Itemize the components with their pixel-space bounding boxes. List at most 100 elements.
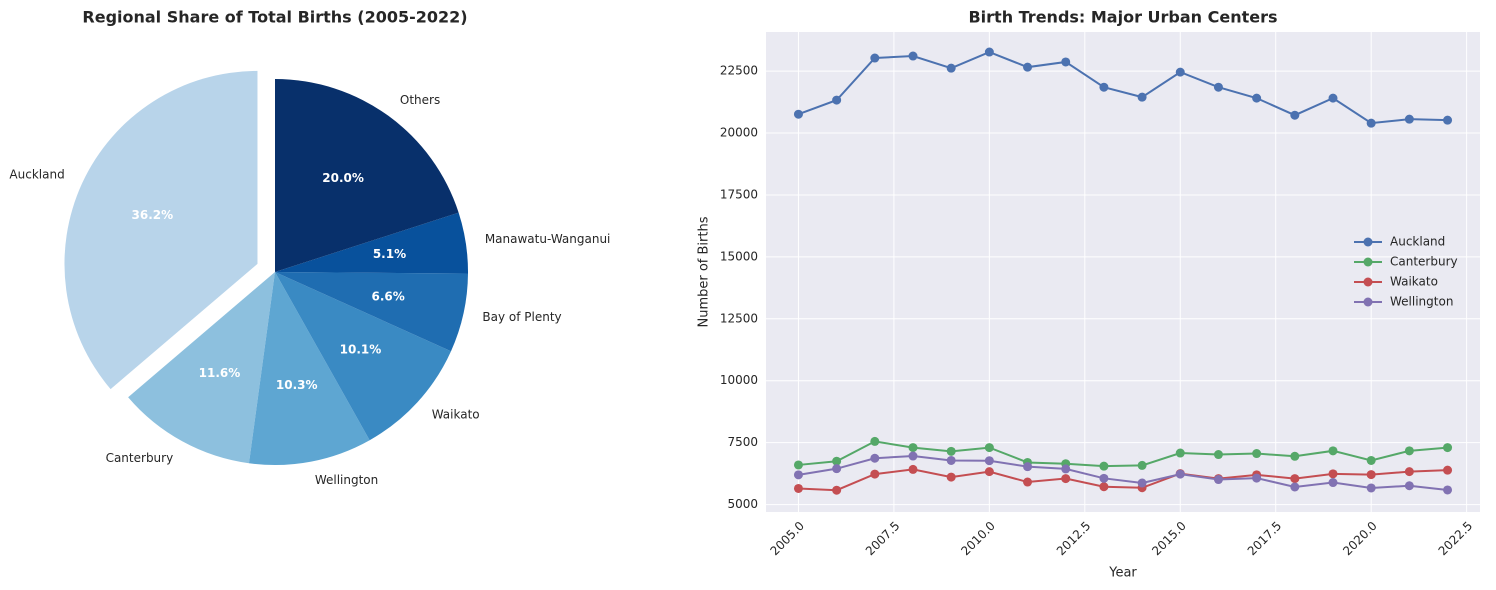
legend-marker [1363, 297, 1373, 307]
y-tick-label: 7500 [727, 435, 758, 449]
pie-slice [275, 272, 468, 352]
data-point [793, 460, 803, 470]
data-point [1061, 57, 1071, 67]
pie-slice [128, 272, 275, 464]
x-tick-label: 2015.0 [1149, 519, 1189, 559]
data-point [1328, 93, 1338, 103]
pie-slice [275, 212, 468, 274]
data-point [946, 455, 956, 465]
data-point [1023, 477, 1033, 487]
data-point [1175, 469, 1185, 479]
data-point [793, 470, 803, 480]
x-tick-label: 2010.0 [958, 519, 998, 559]
data-point [946, 63, 956, 73]
data-point [793, 483, 803, 493]
data-point [1061, 474, 1071, 484]
pie-slice [275, 272, 451, 441]
data-point [1023, 462, 1033, 472]
plot-area [766, 32, 1480, 512]
data-point [870, 53, 880, 63]
data-point [1137, 92, 1147, 102]
slice-label: Bay of Plenty [482, 310, 561, 324]
pie-title: Regional Share of Total Births (2005-202… [82, 8, 467, 27]
data-point [908, 51, 918, 61]
data-point [1366, 455, 1376, 465]
legend-marker [1363, 277, 1373, 287]
pie-slice [275, 79, 459, 272]
y-tick-label: 15000 [720, 249, 758, 263]
data-point [908, 443, 918, 453]
data-point [832, 456, 842, 466]
legend-label: Auckland [1390, 235, 1445, 249]
data-point [1252, 449, 1262, 459]
data-point [1404, 114, 1414, 124]
data-point [1443, 115, 1453, 125]
legend-marker [1363, 237, 1373, 247]
data-point [1175, 67, 1185, 77]
slice-label: Canterbury [106, 451, 174, 465]
data-point [1213, 82, 1223, 92]
pie-slice [248, 272, 370, 465]
slice-label: Wellington [315, 473, 378, 487]
data-point [1404, 467, 1414, 477]
data-point [946, 446, 956, 456]
data-point [1404, 481, 1414, 491]
data-point [1023, 62, 1033, 72]
data-point [1061, 464, 1071, 474]
series-line [798, 468, 1448, 492]
data-point [1252, 93, 1262, 103]
data-point [870, 436, 880, 446]
data-point [832, 485, 842, 495]
x-axis-label: Year [1108, 566, 1137, 581]
x-tick-label: 2007.5 [863, 519, 903, 559]
slice-value-label: 5.1% [373, 247, 406, 261]
data-point [984, 456, 994, 466]
data-point [1404, 446, 1414, 456]
series-line [798, 440, 1448, 468]
slice-label: Auckland [9, 167, 64, 181]
x-tick-label: 2017.5 [1245, 519, 1285, 559]
x-tick-label: 2020.0 [1340, 519, 1380, 559]
data-point [1099, 461, 1109, 471]
data-point [870, 469, 880, 479]
data-point [908, 451, 918, 461]
data-point [908, 464, 918, 474]
data-point [1443, 485, 1453, 495]
data-point [870, 453, 880, 463]
slice-value-label: 36.2% [132, 208, 174, 222]
data-point [984, 467, 994, 477]
data-point [1213, 450, 1223, 460]
data-point [946, 472, 956, 482]
series-line [798, 455, 1448, 491]
data-point [1366, 483, 1376, 493]
data-point [832, 95, 842, 105]
y-tick-label: 20000 [720, 126, 758, 140]
data-point [1328, 446, 1338, 456]
series-line [798, 50, 1448, 125]
x-tick-label: 2022.5 [1436, 519, 1476, 559]
x-tick-label: 2005.0 [767, 519, 807, 559]
data-point [1252, 473, 1262, 483]
y-tick-label: 10000 [720, 373, 758, 387]
data-point [1290, 474, 1300, 484]
slice-label: Waikato [432, 408, 480, 422]
y-tick-label: 22500 [720, 64, 758, 78]
y-tick-label: 12500 [720, 311, 758, 325]
data-point [984, 47, 994, 57]
data-point [1290, 482, 1300, 492]
y-tick-label: 17500 [720, 187, 758, 201]
data-point [1137, 460, 1147, 470]
data-point [1099, 482, 1109, 492]
y-tick-label: 5000 [727, 497, 758, 511]
data-point [1290, 110, 1300, 120]
data-point [1213, 475, 1223, 485]
data-point [1328, 469, 1338, 479]
data-point [1443, 443, 1453, 453]
data-point [1366, 470, 1376, 480]
data-point [1099, 473, 1109, 483]
y-axis-label: Number of Births [697, 216, 712, 327]
slice-value-label: 10.1% [340, 343, 382, 357]
slice-value-label: 11.6% [199, 366, 241, 380]
data-point [1290, 451, 1300, 461]
